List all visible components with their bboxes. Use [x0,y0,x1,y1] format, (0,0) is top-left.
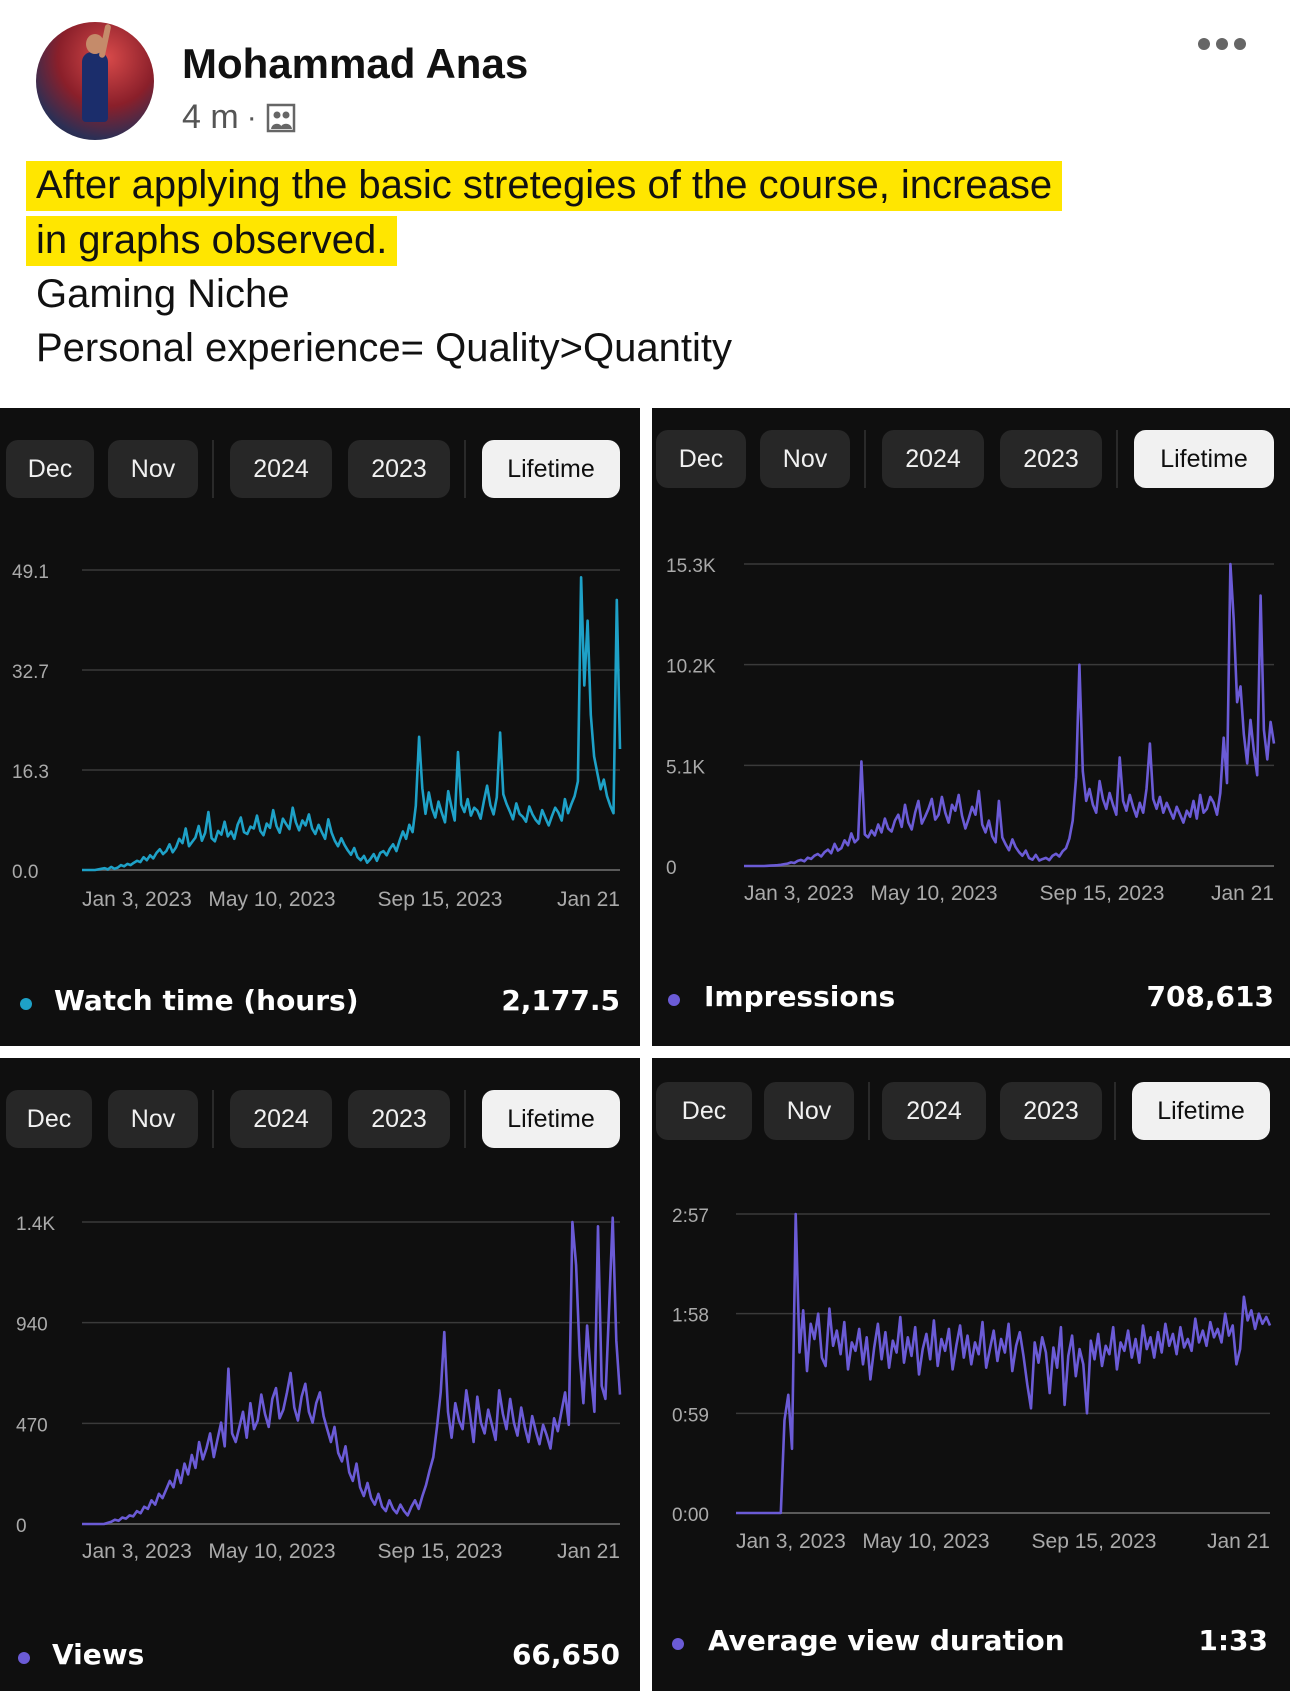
author-name[interactable]: Mohammad Anas [182,40,529,87]
metric-value: 1:33 [1198,1624,1268,1657]
y-tick-label: 10.2K [666,657,716,678]
x-tick-label: May 10, 2023 [862,1530,989,1553]
album-icon [266,103,295,132]
x-tick-label: Jan 3, 2023 [736,1530,846,1553]
author-avatar[interactable] [36,22,154,140]
metric-label: Impressions [704,980,896,1013]
tab-2023[interactable]: 2023 [348,440,450,498]
y-tick-label: 940 [16,1315,48,1336]
metric-value: 66,650 [511,1638,620,1671]
series-line [744,562,1276,868]
x-tick-label: May 10, 2023 [208,1540,335,1563]
post-time[interactable]: 4 m [182,98,239,136]
series-dot [20,998,32,1010]
x-tick-label: May 10, 2023 [870,882,997,905]
x-tick-label: Jan 21 [1211,882,1274,905]
tab-lifetime[interactable]: Lifetime [482,1090,620,1148]
series-line [736,1212,1272,1515]
y-tick-label: 1.4K [16,1214,55,1235]
tab-dec[interactable]: Dec [6,440,94,498]
x-tick-label: Sep 15, 2023 [378,1540,503,1563]
y-tick-label: 470 [16,1415,48,1436]
tab-dec[interactable]: Dec [6,1090,92,1148]
x-tick-label: Jan 21 [557,888,620,911]
series-dot [18,1652,30,1664]
watch-time-metric[interactable]: Watch time (hours) 2,177.5 [0,980,640,1030]
metric-value: 2,177.5 [501,984,620,1017]
series-line [82,576,622,872]
tab-2023[interactable]: 2023 [348,1090,450,1148]
x-tick-label: Jan 3, 2023 [744,882,854,905]
series-dot [668,994,680,1006]
period-tabs: Dec Nov 2024 2023 Lifetime [0,1058,640,1148]
avg-view-duration-metric[interactable]: Average view duration 1:33 [652,1620,1290,1670]
period-tabs: Dec Nov 2024 2023 Lifetime [0,408,640,498]
metric-label: Views [52,1638,145,1671]
y-tick-label: 16.3 [12,762,49,783]
y-tick-label: 0:59 [672,1405,709,1426]
x-tick-label: Jan 3, 2023 [82,888,192,911]
tab-lifetime[interactable]: Lifetime [1132,1082,1270,1140]
caption-line-2: in graphs observed. [26,216,398,266]
tab-dec[interactable]: Dec [656,430,746,488]
meta-separator: · [246,100,257,134]
y-tick-label: 49.1 [12,562,49,583]
y-tick-label: 5.1K [666,757,705,778]
y-tick-label: 2:57 [672,1206,709,1227]
series-dot [672,1638,684,1650]
views-panel: Dec Nov 2024 2023 Lifetime 0 470 940 1.4K Ja… [0,1058,640,1691]
tab-nov[interactable]: Nov [764,1082,854,1140]
y-tick-label: 32.7 [12,662,49,683]
x-tick-label: Sep 15, 2023 [1032,1530,1157,1553]
impressions-panel: Dec Nov 2024 2023 Lifetime 0 5.1K 10.2K 15.… [652,408,1290,1046]
impressions-chart: 0 5.1K 10.2K 15.3K Jan 3, 2023 May 10, 2023 Se… [666,556,1276,905]
tab-lifetime[interactable]: Lifetime [482,440,620,498]
watch-time-chart: 0.0 16.3 32.7 49.1 Jan 3, 2023 May 10, 2023 Se… [12,562,622,911]
y-tick-label: 0:00 [672,1505,709,1526]
y-tick-label: 1:58 [672,1306,709,1327]
impressions-metric[interactable]: Impressions 708,613 [652,976,1290,1026]
caption-line-1: After applying the basic stretegies of t… [26,161,1063,211]
period-tabs: Dec Nov 2024 2023 Lifetime [652,408,1290,488]
x-tick-label: Sep 15, 2023 [378,888,503,911]
tab-dec[interactable]: Dec [656,1082,752,1140]
period-tabs: Dec Nov 2024 2023 Lifetime [652,1058,1290,1140]
metric-label: Watch time (hours) [54,984,359,1017]
metric-label: Average view duration [708,1624,1065,1657]
caption-line-3: Gaming Niche [36,272,290,316]
post-header: Mohammad Anas 4 m · After applying the b… [0,0,1290,400]
more-options-icon[interactable] [1198,38,1254,58]
caption-line-4: Personal experience= Quality>Quantity [36,326,732,370]
tab-nov[interactable]: Nov [108,440,198,498]
views-chart: 0 470 940 1.4K Jan 3, 2023 May 10, 2023 Sep 15… [16,1214,622,1563]
post-meta: 4 m · [182,98,297,137]
tab-lifetime[interactable]: Lifetime [1134,430,1274,488]
tab-2024[interactable]: 2024 [230,440,332,498]
y-tick-label: 15.3K [666,556,716,577]
x-tick-label: May 10, 2023 [208,888,335,911]
series-line [82,1216,622,1526]
tab-2023[interactable]: 2023 [1000,430,1102,488]
x-tick-label: Jan 21 [1207,1530,1270,1553]
x-tick-label: Sep 15, 2023 [1040,882,1165,905]
y-tick-label: 0 [16,1516,27,1537]
tab-2024[interactable]: 2024 [882,430,984,488]
y-tick-label: 0 [666,858,677,879]
watch-time-panel: Dec Nov 2024 2023 Lifetime 0.0 16.3 32.7 49… [0,408,640,1046]
tab-nov[interactable]: Nov [760,430,850,488]
tab-nov[interactable]: Nov [108,1090,198,1148]
tab-2024[interactable]: 2024 [230,1090,332,1148]
tab-2023[interactable]: 2023 [1000,1082,1102,1140]
metric-value: 708,613 [1146,980,1274,1013]
views-metric[interactable]: Views 66,650 [0,1634,640,1684]
tab-2024[interactable]: 2024 [882,1082,986,1140]
x-tick-label: Jan 21 [557,1540,620,1563]
avg-view-duration-chart: 0:00 0:59 1:58 2:57 Jan 3, 2023 May 10, 2023 S… [672,1206,1272,1553]
y-tick-label: 0.0 [12,862,38,883]
avg-view-duration-panel: Dec Nov 2024 2023 Lifetime 0:00 0:59 1:58 2… [652,1058,1290,1691]
x-tick-label: Jan 3, 2023 [82,1540,192,1563]
